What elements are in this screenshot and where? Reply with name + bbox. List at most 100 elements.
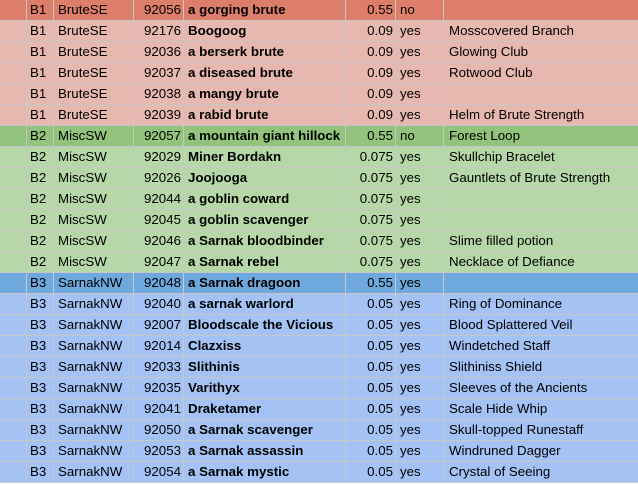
bucket-cell[interactable]: B1 — [27, 84, 54, 104]
rate-cell[interactable]: 0.05 — [346, 462, 396, 482]
row-gutter-cell[interactable] — [0, 357, 27, 377]
item-cell[interactable] — [444, 189, 638, 209]
zone-cell[interactable]: MiscSW — [54, 210, 134, 230]
npc-id-cell[interactable]: 92044 — [134, 189, 184, 209]
npc-name-cell[interactable]: Joojooga — [184, 168, 346, 188]
bucket-cell[interactable]: B3 — [27, 462, 54, 482]
table-row[interactable]: B2 MiscSW 92044 a goblin coward 0.075 yes — [0, 189, 638, 210]
npc-id-cell[interactable]: 92014 — [134, 336, 184, 356]
npc-name-cell[interactable]: a sarnak warlord — [184, 294, 346, 314]
row-gutter-cell[interactable] — [0, 210, 27, 230]
row-gutter-cell[interactable] — [0, 273, 27, 293]
row-gutter-cell[interactable] — [0, 42, 27, 62]
item-cell[interactable]: Gauntlets of Brute Strength — [449, 170, 611, 185]
table-row[interactable]: B3 SarnakNW 92048 a Sarnak dragoon 0.55 yes — [0, 273, 638, 294]
table-row[interactable]: B2 MiscSW 92046 a Sarnak bloodbinder 0.075 ye… — [0, 231, 638, 252]
table-row[interactable]: B3 SarnakNW 92014 Clazxiss 0.05 yes Windetched… — [0, 336, 638, 357]
table-row[interactable]: B3 SarnakNW 92041 Draketamer 0.05 yes Scale Hi… — [0, 399, 638, 420]
item-cell[interactable]: Windetched Staff — [449, 338, 551, 353]
table-row[interactable]: B1 BruteSE 92176 Boogoog 0.09 yes Mosscovered … — [0, 21, 638, 42]
npc-id-cell[interactable]: 92057 — [134, 126, 184, 146]
npc-id-cell[interactable]: 92045 — [134, 210, 184, 230]
zone-cell[interactable]: SarnakNW — [54, 420, 134, 440]
table-row[interactable]: B1 BruteSE 92037 a diseased brute 0.09 yes Rot… — [0, 63, 638, 84]
table-row[interactable]: B1 BruteSE 92038 a mangy brute 0.09 yes — [0, 84, 638, 105]
npc-name-cell[interactable]: Draketamer — [184, 399, 346, 419]
zone-cell[interactable]: MiscSW — [54, 252, 134, 272]
npc-id-cell[interactable]: 92026 — [134, 168, 184, 188]
table-row[interactable]: B2 MiscSW 92029 Miner Bordakn 0.075 yes Skullc… — [0, 147, 638, 168]
zone-cell[interactable]: SarnakNW — [54, 462, 134, 482]
rate-cell[interactable]: 0.075 — [346, 147, 396, 167]
zone-cell[interactable]: SarnakNW — [54, 336, 134, 356]
bucket-cell[interactable]: B3 — [27, 294, 54, 314]
item-cell[interactable]: Ring of Dominance — [449, 296, 563, 311]
item-cell[interactable] — [444, 0, 638, 20]
npc-name-cell[interactable]: a goblin coward — [184, 189, 346, 209]
row-gutter-cell[interactable] — [0, 147, 27, 167]
bucket-cell[interactable]: B1 — [27, 105, 54, 125]
table-row[interactable]: B3 SarnakNW 92035 Varithyx 0.05 yes Sleeves of… — [0, 378, 638, 399]
zone-cell[interactable]: MiscSW — [54, 126, 134, 146]
item-cell[interactable]: Helm of Brute Strength — [449, 107, 585, 122]
zone-cell[interactable]: MiscSW — [54, 189, 134, 209]
npc-name-cell[interactable]: a mangy brute — [184, 84, 346, 104]
rate-cell[interactable]: 0.05 — [346, 399, 396, 419]
row-gutter-cell[interactable] — [0, 252, 27, 272]
rate-cell[interactable]: 0.09 — [346, 84, 396, 104]
table-row[interactable]: B1 BruteSE 92039 a rabid brute 0.09 yes Helm o… — [0, 105, 638, 126]
row-gutter-cell[interactable] — [0, 420, 27, 440]
rate-cell[interactable]: 0.075 — [346, 168, 396, 188]
bucket-cell[interactable]: B2 — [27, 231, 54, 251]
item-cell[interactable]: Sleeves of the Ancients — [449, 380, 588, 395]
zone-cell[interactable]: MiscSW — [54, 168, 134, 188]
table-row[interactable]: B2 MiscSW 92047 a Sarnak rebel 0.075 yes Neckl… — [0, 252, 638, 273]
zone-cell[interactable]: BruteSE — [54, 105, 134, 125]
zone-cell[interactable]: SarnakNW — [54, 294, 134, 314]
rate-cell[interactable]: 0.075 — [346, 231, 396, 251]
npc-name-cell[interactable]: Miner Bordakn — [184, 147, 346, 167]
npc-name-cell[interactable]: a goblin scavenger — [184, 210, 346, 230]
zone-cell[interactable]: SarnakNW — [54, 399, 134, 419]
npc-id-cell[interactable]: 92048 — [134, 273, 184, 293]
item-cell[interactable]: Blood Splattered Veil — [449, 317, 573, 332]
bucket-cell[interactable]: B3 — [27, 378, 54, 398]
row-gutter-cell[interactable] — [0, 126, 27, 146]
npc-name-cell[interactable]: a Sarnak scavenger — [184, 420, 346, 440]
zone-cell[interactable]: SarnakNW — [54, 441, 134, 461]
npc-id-cell[interactable]: 92029 — [134, 147, 184, 167]
table-row[interactable]: B3 SarnakNW 92007 Bloodscale the Vicious 0.0… — [0, 315, 638, 336]
zone-cell[interactable]: BruteSE — [54, 63, 134, 83]
npc-name-cell[interactable]: a Sarnak assassin — [184, 441, 346, 461]
table-row[interactable]: B3 SarnakNW 92050 a Sarnak scavenger 0.05 yes… — [0, 420, 638, 441]
table-row[interactable]: B2 MiscSW 92026 Joojooga 0.075 yes Gauntlets o… — [0, 168, 638, 189]
flag-cell[interactable]: yes — [396, 210, 444, 230]
zone-cell[interactable]: SarnakNW — [54, 378, 134, 398]
npc-id-cell[interactable]: 92050 — [134, 420, 184, 440]
row-gutter-cell[interactable] — [0, 189, 27, 209]
npc-id-cell[interactable]: 92047 — [134, 252, 184, 272]
zone-cell[interactable]: MiscSW — [54, 231, 134, 251]
bucket-cell[interactable]: B3 — [27, 441, 54, 461]
row-gutter-cell[interactable] — [0, 63, 27, 83]
bucket-cell[interactable]: B2 — [27, 168, 54, 188]
bucket-cell[interactable]: B3 — [27, 315, 54, 335]
bucket-cell[interactable]: B3 — [27, 420, 54, 440]
npc-id-cell[interactable]: 92046 — [134, 231, 184, 251]
row-gutter-cell[interactable] — [0, 84, 27, 104]
flag-cell[interactable]: yes — [396, 189, 444, 209]
flag-cell[interactable]: yes — [396, 63, 444, 83]
rate-cell[interactable]: 0.55 — [346, 0, 396, 20]
bucket-cell[interactable]: B2 — [27, 126, 54, 146]
bucket-cell[interactable]: B2 — [27, 147, 54, 167]
zone-cell[interactable]: MiscSW — [54, 147, 134, 167]
npc-name-cell[interactable]: a rabid brute — [184, 105, 346, 125]
npc-id-cell[interactable]: 92054 — [134, 462, 184, 482]
npc-name-cell[interactable]: a Sarnak dragoon — [184, 273, 346, 293]
rate-cell[interactable]: 0.09 — [346, 63, 396, 83]
rate-cell[interactable]: 0.09 — [346, 42, 396, 62]
bucket-cell[interactable]: B2 — [27, 210, 54, 230]
rate-cell[interactable]: 0.09 — [346, 105, 396, 125]
npc-name-cell[interactable]: Slithinis — [184, 357, 346, 377]
row-gutter-cell[interactable] — [0, 0, 27, 20]
